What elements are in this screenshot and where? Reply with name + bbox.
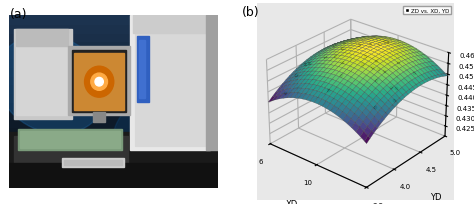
Bar bbox=[74, 54, 124, 111]
Bar bbox=[9, 111, 218, 119]
Bar bbox=[9, 25, 218, 33]
Bar bbox=[9, 119, 218, 128]
Legend: ZD vs. XD, YD: ZD vs. XD, YD bbox=[403, 7, 451, 15]
Bar bbox=[9, 150, 51, 188]
Bar bbox=[9, 59, 218, 68]
Ellipse shape bbox=[91, 74, 108, 91]
Bar bbox=[9, 136, 218, 145]
Bar bbox=[9, 179, 218, 188]
Bar bbox=[16, 33, 68, 116]
Bar bbox=[9, 16, 218, 25]
Bar bbox=[9, 102, 218, 111]
Bar bbox=[9, 76, 218, 85]
Y-axis label: YD: YD bbox=[430, 192, 442, 201]
Bar bbox=[9, 93, 218, 102]
Bar bbox=[9, 153, 218, 162]
Bar bbox=[9, 162, 218, 171]
Bar bbox=[9, 145, 218, 153]
Ellipse shape bbox=[84, 67, 114, 98]
Text: (a): (a) bbox=[9, 8, 27, 21]
Bar bbox=[139, 40, 145, 99]
Bar bbox=[20, 131, 120, 148]
Bar bbox=[9, 33, 218, 42]
Bar bbox=[135, 20, 206, 146]
Bar bbox=[133, 16, 210, 33]
Bar bbox=[16, 30, 68, 47]
Bar bbox=[9, 128, 218, 136]
X-axis label: XD: XD bbox=[286, 199, 299, 204]
Bar bbox=[137, 37, 149, 102]
Text: (b): (b) bbox=[242, 6, 259, 19]
Bar bbox=[9, 164, 218, 188]
Ellipse shape bbox=[0, 35, 106, 134]
Bar bbox=[135, 20, 206, 146]
Bar bbox=[130, 16, 210, 150]
Bar bbox=[9, 85, 218, 93]
Bar bbox=[9, 133, 218, 188]
Bar bbox=[93, 112, 105, 123]
Bar bbox=[18, 129, 122, 150]
Bar bbox=[9, 171, 218, 179]
Bar bbox=[14, 30, 72, 119]
Bar bbox=[62, 159, 124, 167]
Bar bbox=[206, 16, 218, 150]
Ellipse shape bbox=[112, 94, 199, 178]
Bar bbox=[9, 68, 218, 76]
Bar bbox=[72, 51, 126, 112]
Bar bbox=[64, 160, 122, 165]
Bar bbox=[9, 51, 218, 59]
Bar bbox=[9, 42, 218, 51]
Ellipse shape bbox=[95, 78, 103, 86]
Bar bbox=[68, 47, 130, 116]
Bar bbox=[14, 136, 128, 164]
